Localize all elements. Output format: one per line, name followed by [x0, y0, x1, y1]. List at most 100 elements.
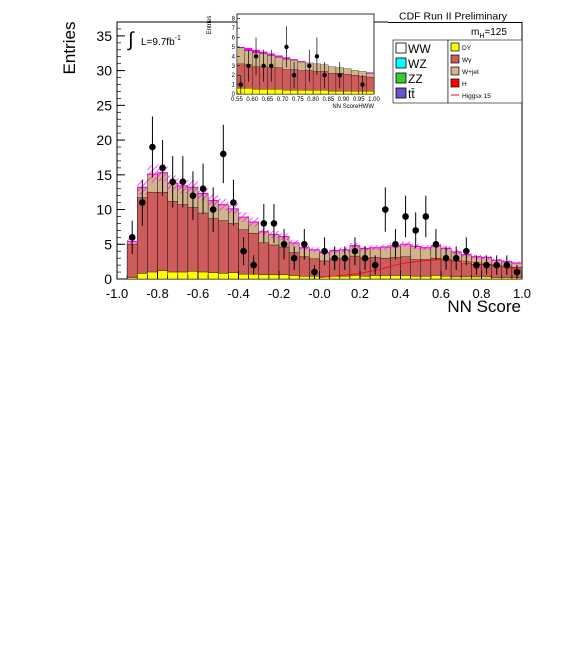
inset-data-point-1: [246, 63, 251, 68]
y-tick-label-3: 15: [96, 167, 112, 183]
inset-bar-dy-12: [328, 91, 337, 95]
inset-data-point-11: [360, 82, 365, 87]
data-point-0: [128, 234, 136, 241]
data-point-13: [260, 220, 268, 227]
data-point-26: [392, 240, 399, 248]
bar-dy-32: [450, 276, 462, 280]
bar-dy-13: [258, 274, 270, 280]
luminosity-text: L=9.7fb: [141, 37, 175, 48]
data-point-32: [452, 254, 460, 262]
bar-dy-3: [157, 270, 168, 280]
bar-dy-11: [238, 273, 249, 280]
bar-dy-23: [359, 276, 371, 280]
inset-signal-bin-8: [297, 61, 306, 62]
inset-bar-dy-17: [366, 91, 375, 95]
inset-signal-bin-0: [237, 46, 245, 48]
data-point-12: [250, 261, 257, 269]
bar-dy-26: [390, 275, 401, 280]
x-tick-label-5: -0.0: [308, 286, 330, 301]
bar-dy-16: [288, 275, 300, 280]
data-point-33: [463, 247, 470, 255]
bar-dy-0: [126, 277, 138, 280]
data-point-3: [159, 164, 166, 172]
x-tick-label-7: 0.4: [391, 286, 409, 301]
inset-bar-dy-8: [297, 90, 306, 95]
data-point-28: [412, 227, 419, 234]
bar-dy-35: [481, 276, 492, 280]
inset-y-tick-label-3: 3: [232, 64, 236, 70]
bar-dy-12: [248, 273, 259, 280]
bar-dy-36: [491, 277, 502, 280]
legend-swatch-left-2: [395, 72, 407, 84]
inset-data-point-10: [337, 72, 342, 78]
inset-bar-dy-3: [259, 89, 268, 95]
bar-dy-14: [268, 274, 280, 280]
bar-dy-28: [410, 276, 421, 280]
bar-w--2: [147, 191, 158, 280]
legend-swatch-left-1: [395, 57, 407, 69]
inset-signal-bin-5: [275, 55, 283, 58]
bar-dy-24: [369, 275, 381, 280]
inset-plot: 0.55 0.60 0.65 0.70 0.75 0.80 0.85 0.90 0.95 1.00…: [207, 13, 380, 110]
inset-data-point-2: [253, 54, 259, 59]
bar-w--13: [258, 242, 270, 280]
data-point-11: [240, 247, 247, 255]
inset-bar-dy-11: [320, 90, 329, 95]
data-point-31: [442, 254, 450, 262]
inset-bar-dy-2: [252, 89, 260, 95]
inset-x-tick-label-8: 0.95: [353, 97, 365, 103]
inset-y-tick-label-5: 5: [232, 45, 236, 51]
inset-data-point-3: [261, 63, 266, 68]
inset-data-point-6: [291, 72, 297, 78]
bar-dy-15: [278, 274, 290, 280]
bar-w--10: [228, 223, 239, 280]
legend-swatch-right-0: [450, 42, 460, 52]
data-point-24: [371, 261, 379, 269]
data-point-7: [199, 185, 207, 193]
inset-data-point-7: [307, 63, 312, 68]
x-tick-label-1: -0.8: [146, 286, 168, 301]
inset-y-tick-label-0: 0: [232, 92, 236, 98]
legend-label-right-4: Higgsx 15: [462, 93, 491, 100]
bar-dy-1: [137, 273, 148, 280]
data-point-35: [483, 261, 490, 269]
inset-x-tick-label-2: 0.65: [262, 97, 274, 103]
bar-dy-4: [167, 271, 178, 280]
y-tick-label-6: 30: [96, 63, 112, 79]
data-point-2: [149, 143, 156, 151]
inset-bar-dy-6: [282, 90, 291, 95]
data-point-27: [402, 213, 409, 220]
bar-dy-6: [187, 271, 199, 280]
legend-swatch-left-3: [395, 87, 407, 99]
inset-x-tick-label-3: 0.70: [277, 97, 289, 103]
inset-data-point-5: [284, 44, 289, 50]
bar-dy-7: [197, 271, 209, 280]
y-tick-label-5: 25: [96, 97, 112, 113]
data-point-19: [321, 247, 328, 255]
data-point-36: [493, 261, 500, 269]
bar-dy-27: [400, 275, 411, 280]
y-tick-label-1: 5: [104, 236, 112, 252]
inset-bar-dy-4: [267, 89, 276, 95]
luminosity-label: L=9.7fb-1: [141, 35, 181, 48]
data-point-16: [290, 254, 298, 262]
data-point-30: [432, 240, 440, 248]
bar-dy-25: [380, 275, 391, 280]
axes: -1.0 -0.8 -0.6 -0.4 -0.2 -0.0 0.2 0.4 0.6 0.8 1.00…: [96, 21, 531, 301]
data-point-1: [139, 199, 146, 206]
y-tick-label-2: 10: [96, 202, 112, 218]
data-point-23: [361, 254, 369, 262]
inset-data-point-4: [269, 63, 274, 68]
inset-bar-dy-10: [312, 90, 321, 95]
bar-w--3: [157, 191, 168, 280]
y-tick-label-7: 35: [96, 28, 112, 44]
integral-symbol: ∫: [127, 29, 135, 51]
legend-label-right-3: H: [462, 81, 467, 88]
inset-y-axis-label: Entries: [207, 16, 213, 35]
inset-x-tick-label-0: 0.55: [231, 97, 243, 103]
legend-label-right-2: W+jet: [462, 69, 479, 76]
bar-dy-10: [228, 272, 239, 280]
data-point-37: [503, 261, 511, 269]
bar-dy-29: [420, 276, 432, 280]
